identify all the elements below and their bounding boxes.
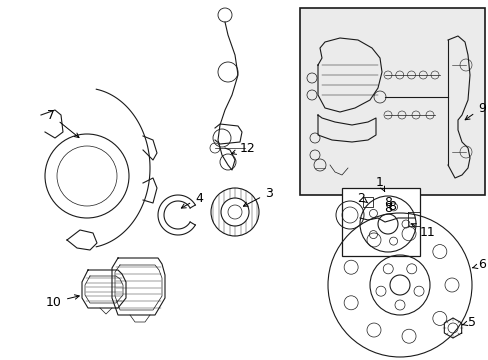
Text: 4: 4 [181, 192, 203, 208]
Text: 12: 12 [231, 141, 255, 154]
Bar [299, 8, 484, 195]
Text: 11: 11 [410, 224, 435, 239]
Text: 5: 5 [462, 315, 475, 328]
Text: 9: 9 [464, 102, 485, 120]
Text: 8: 8 [383, 202, 391, 215]
Text: 8: 8 [383, 195, 391, 208]
Text: 8: 8 [387, 200, 395, 213]
Text: 7: 7 [47, 108, 79, 138]
Text: 10: 10 [46, 295, 79, 309]
Bar [341, 188, 419, 256]
Text: 6: 6 [471, 258, 485, 271]
Text: 1: 1 [375, 176, 384, 192]
Text: 3: 3 [243, 186, 272, 206]
Text: 2: 2 [356, 192, 367, 204]
